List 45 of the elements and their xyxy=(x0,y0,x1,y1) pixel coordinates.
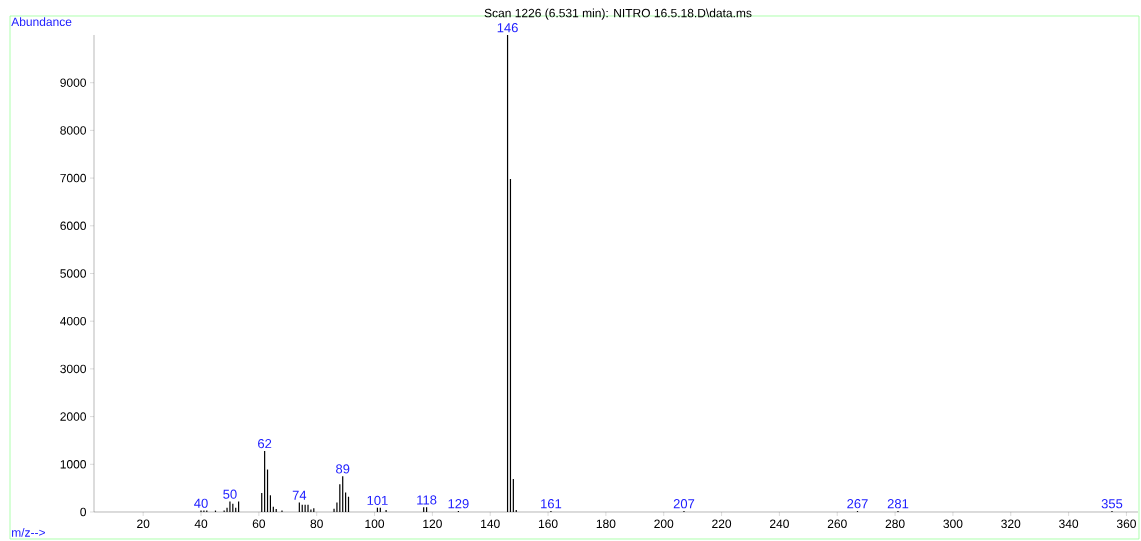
y-tick-label: 5000 xyxy=(60,269,87,278)
x-tick-label: 120 xyxy=(423,519,442,529)
x-tick-label: 100 xyxy=(365,519,385,529)
annotation: 207 xyxy=(673,499,695,509)
chart-title: Scan 1226 (6.531 min): NITRO 16.5.18.D\data.ms xyxy=(484,8,752,20)
y-tick-label: 0 xyxy=(80,507,87,517)
y-tick-label: 3000 xyxy=(60,364,87,374)
annotation: 355 xyxy=(1101,499,1123,509)
x-tick-label: 360 xyxy=(1116,519,1136,529)
x-tick-label: 240 xyxy=(769,519,789,529)
annotation: 118 xyxy=(417,495,437,505)
annotation: 146 xyxy=(497,23,518,33)
y-tick-label: 7000 xyxy=(60,173,87,183)
y-tick-label: 9000 xyxy=(60,78,87,87)
annotation: 62 xyxy=(258,439,272,449)
y-tick-label: 1000 xyxy=(60,460,87,469)
x-tick-label: 160 xyxy=(538,519,558,529)
x-tick-label: 260 xyxy=(827,519,847,529)
annotation: 281 xyxy=(887,499,909,509)
x-tick-label: 200 xyxy=(654,519,674,529)
x-tick-label: 300 xyxy=(943,519,963,529)
annotation: 74 xyxy=(292,490,307,500)
annotation: 161 xyxy=(541,499,562,509)
y-tick-label: 6000 xyxy=(60,221,87,231)
x-tick-label: 80 xyxy=(310,519,323,529)
x-tick-label: 60 xyxy=(252,519,266,529)
x-tick-label: 340 xyxy=(1059,519,1079,529)
x-axis-title: m/z--> xyxy=(12,527,45,537)
annotation: 40 xyxy=(194,498,208,508)
y-axis-title: Abundance xyxy=(11,17,72,26)
y-tick-label: 4000 xyxy=(60,316,87,326)
x-tick-label: 220 xyxy=(712,519,732,529)
annotation: 50 xyxy=(223,489,237,499)
x-tick-label: 280 xyxy=(885,519,905,529)
annotation: 129 xyxy=(448,499,469,509)
x-tick-label: 180 xyxy=(596,519,616,529)
y-tick-label: 8000 xyxy=(60,126,87,135)
annotation: 101 xyxy=(367,495,388,505)
x-tick-label: 320 xyxy=(1001,519,1021,529)
x-tick-label: 40 xyxy=(194,519,208,529)
x-tick-label: 140 xyxy=(481,519,500,529)
annotation: 267 xyxy=(847,499,868,509)
x-tick-label: 20 xyxy=(137,519,150,529)
y-tick-label: 2000 xyxy=(60,412,87,421)
annotation: 89 xyxy=(336,464,350,474)
